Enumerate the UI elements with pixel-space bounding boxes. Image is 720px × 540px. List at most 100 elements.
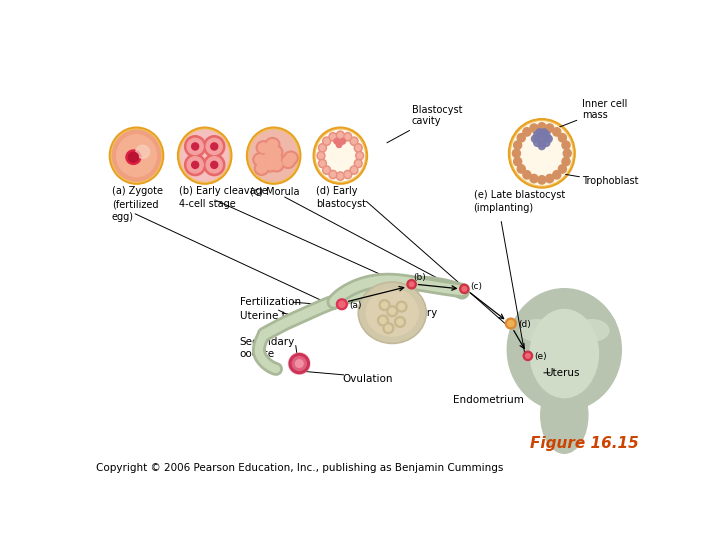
- Ellipse shape: [258, 143, 269, 153]
- Ellipse shape: [351, 139, 356, 144]
- Ellipse shape: [281, 154, 295, 168]
- Ellipse shape: [266, 149, 277, 159]
- Circle shape: [292, 356, 306, 370]
- Ellipse shape: [192, 161, 199, 168]
- Ellipse shape: [562, 141, 570, 150]
- Ellipse shape: [530, 309, 598, 397]
- Ellipse shape: [266, 149, 276, 158]
- Circle shape: [380, 318, 386, 323]
- Ellipse shape: [248, 129, 299, 182]
- Text: Copyright © 2006 Pearson Education, Inc., publishing as Benjamin Cummings: Copyright © 2006 Pearson Education, Inc.…: [96, 463, 503, 473]
- Ellipse shape: [266, 148, 281, 163]
- Ellipse shape: [508, 119, 575, 188]
- Ellipse shape: [270, 154, 280, 164]
- Ellipse shape: [266, 160, 276, 170]
- Circle shape: [395, 316, 405, 327]
- Ellipse shape: [336, 131, 344, 139]
- Ellipse shape: [128, 152, 138, 162]
- Circle shape: [377, 315, 388, 326]
- Ellipse shape: [574, 320, 609, 341]
- Circle shape: [407, 280, 416, 289]
- Ellipse shape: [206, 138, 222, 154]
- Ellipse shape: [338, 173, 343, 179]
- Text: (b): (b): [413, 273, 426, 282]
- Circle shape: [385, 325, 392, 331]
- Ellipse shape: [346, 134, 350, 139]
- Circle shape: [523, 351, 533, 361]
- Ellipse shape: [356, 145, 361, 151]
- Ellipse shape: [286, 153, 296, 163]
- Ellipse shape: [356, 161, 361, 166]
- Text: (a): (a): [349, 301, 361, 309]
- Text: Trophoblast: Trophoblast: [582, 177, 639, 186]
- Text: Fertilization: Fertilization: [240, 297, 301, 307]
- Ellipse shape: [268, 152, 282, 166]
- Ellipse shape: [334, 138, 339, 144]
- Text: (d): (d): [518, 320, 531, 329]
- Ellipse shape: [517, 165, 526, 173]
- Text: Ovary: Ovary: [406, 308, 438, 318]
- Ellipse shape: [543, 135, 550, 143]
- Circle shape: [339, 301, 345, 307]
- Circle shape: [508, 320, 514, 327]
- Ellipse shape: [264, 158, 278, 172]
- Ellipse shape: [539, 130, 545, 138]
- Ellipse shape: [324, 139, 329, 144]
- Ellipse shape: [284, 151, 298, 165]
- Ellipse shape: [520, 320, 554, 341]
- Ellipse shape: [266, 148, 280, 162]
- Circle shape: [387, 306, 397, 316]
- Ellipse shape: [250, 130, 297, 181]
- Ellipse shape: [256, 141, 271, 154]
- Ellipse shape: [315, 129, 366, 182]
- Ellipse shape: [316, 130, 364, 181]
- Circle shape: [398, 303, 405, 309]
- Ellipse shape: [343, 170, 351, 179]
- Ellipse shape: [513, 149, 521, 158]
- Ellipse shape: [562, 157, 570, 166]
- Text: (c) Morula: (c) Morula: [251, 186, 300, 197]
- Ellipse shape: [256, 164, 267, 173]
- Ellipse shape: [366, 289, 418, 336]
- Ellipse shape: [329, 170, 337, 179]
- Circle shape: [526, 354, 530, 358]
- Ellipse shape: [538, 176, 546, 184]
- Ellipse shape: [523, 127, 531, 136]
- Ellipse shape: [264, 147, 279, 160]
- Circle shape: [295, 360, 303, 367]
- Text: Secondary
oocyte: Secondary oocyte: [240, 336, 294, 359]
- Ellipse shape: [317, 152, 325, 160]
- Ellipse shape: [343, 133, 351, 141]
- Ellipse shape: [559, 165, 567, 173]
- Ellipse shape: [536, 129, 543, 136]
- Ellipse shape: [318, 144, 326, 152]
- Ellipse shape: [253, 153, 267, 167]
- Ellipse shape: [255, 155, 266, 165]
- Ellipse shape: [270, 147, 281, 157]
- Ellipse shape: [354, 159, 362, 167]
- Ellipse shape: [531, 135, 539, 143]
- Ellipse shape: [543, 139, 550, 146]
- Ellipse shape: [329, 133, 337, 141]
- Ellipse shape: [268, 151, 282, 165]
- Ellipse shape: [264, 147, 279, 161]
- Ellipse shape: [340, 138, 346, 144]
- Ellipse shape: [360, 284, 425, 342]
- Ellipse shape: [254, 161, 269, 176]
- Ellipse shape: [179, 129, 230, 182]
- Ellipse shape: [354, 144, 362, 152]
- Ellipse shape: [323, 137, 330, 145]
- Ellipse shape: [265, 138, 280, 151]
- Ellipse shape: [184, 154, 206, 176]
- Text: Inner cell
mass: Inner cell mass: [554, 99, 628, 129]
- Ellipse shape: [112, 130, 161, 181]
- Ellipse shape: [512, 122, 572, 185]
- Circle shape: [396, 301, 407, 312]
- Circle shape: [389, 308, 395, 314]
- Ellipse shape: [269, 151, 279, 160]
- Ellipse shape: [181, 130, 229, 181]
- Ellipse shape: [539, 140, 545, 147]
- Ellipse shape: [543, 131, 550, 138]
- Text: Uterine tube: Uterine tube: [240, 311, 305, 321]
- Ellipse shape: [508, 289, 621, 411]
